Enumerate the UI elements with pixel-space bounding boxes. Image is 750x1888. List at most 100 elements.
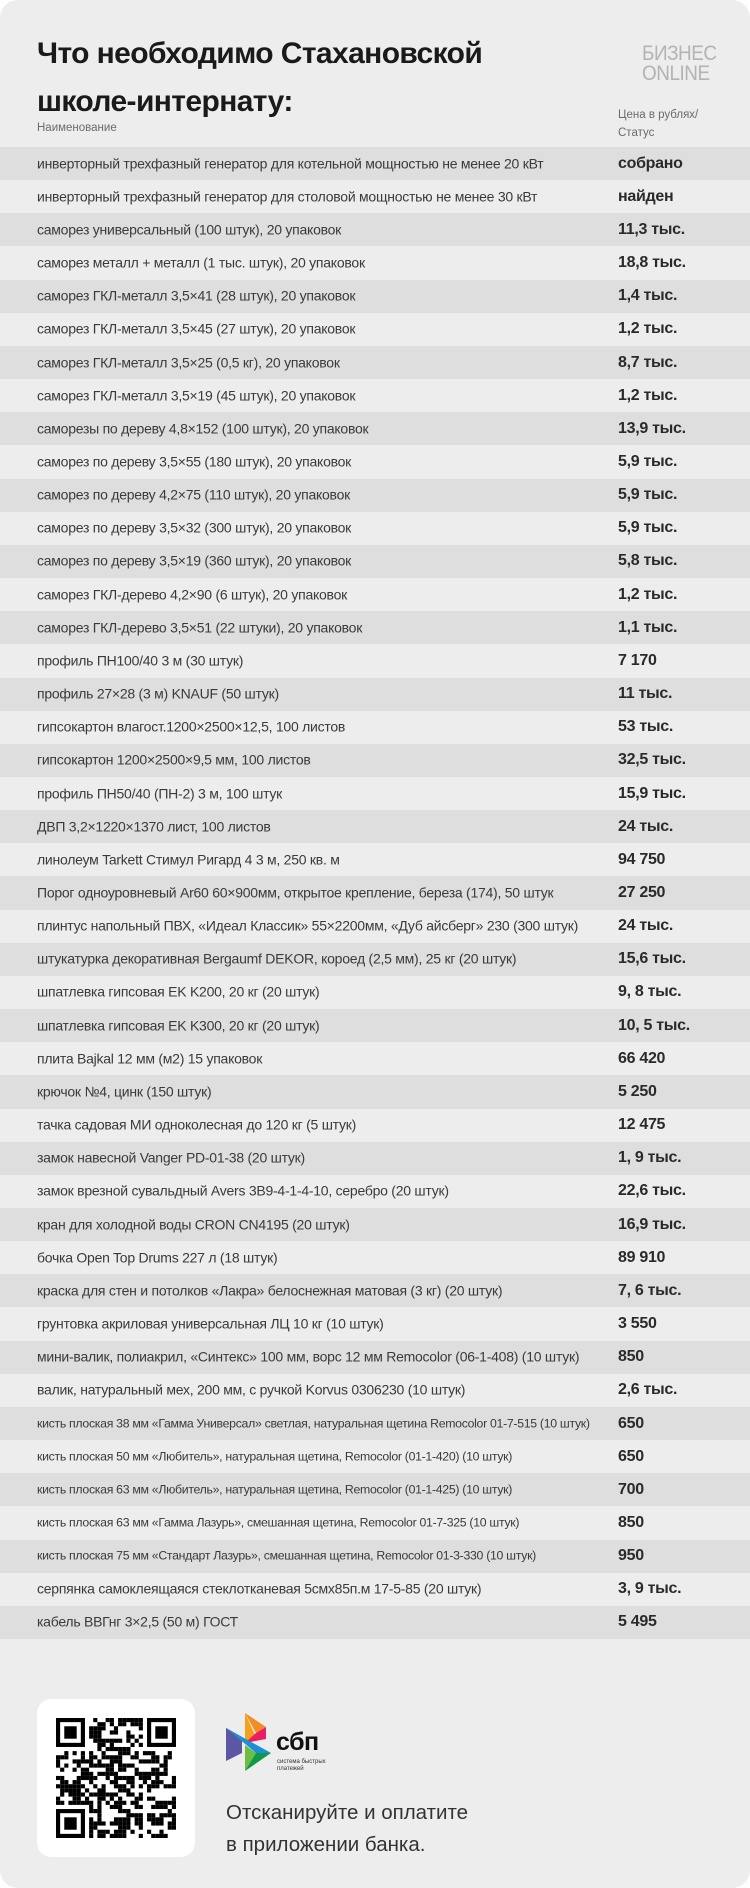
- table-row: саморез универсальный (100 штук), 20 упа…: [0, 213, 750, 247]
- item-price: 950: [618, 1547, 644, 1565]
- table-row: серпянка самоклеящаяся стеклотканевая 5с…: [0, 1573, 750, 1606]
- table-row: мини-валик, полиакрил, «Синтекс» 100 мм,…: [0, 1340, 750, 1374]
- scan-line-1: Отсканируйте и оплатите: [226, 1801, 469, 1824]
- item-name: кисть плоская 50 мм «Любитель», натураль…: [37, 1448, 513, 1463]
- table-row: профиль 27×28 (3 м) KNAUF (50 штук) 11 ты…: [0, 677, 750, 711]
- item-price: 53 тыс.: [618, 718, 673, 736]
- item-name: профиль ПН100/40 3 м (30 штук): [37, 652, 244, 669]
- item-price: 3 550: [618, 1315, 657, 1333]
- page-title: Что необходимо Стахановской школе-интерн…: [37, 30, 483, 126]
- table-row: кабель ВВГнг 3×2,5 (50 м) ГОСТ 5 495: [0, 1605, 750, 1640]
- item-name: грунтовка акриловая универсальная ЛЦ 10 …: [37, 1315, 384, 1332]
- item-price: собрано: [618, 154, 683, 172]
- item-price: 5,9 тыс.: [618, 452, 678, 470]
- item-name: кисть плоская 63 мм «Гамма Лазурь», смеш…: [37, 1515, 520, 1530]
- item-price: 66 420: [618, 1049, 666, 1067]
- column-header-price-line-1: Цена в рублях/: [618, 109, 699, 121]
- table-row: шпатлевка гипсовая EK K200, 20 кг (20 шт…: [0, 976, 750, 1009]
- item-name: саморез по дереву 4,2×75 (110 штук), 20 …: [37, 486, 351, 503]
- sbp-subtitle: система быстрых платежей: [277, 1759, 326, 1772]
- item-price: 7 170: [618, 651, 657, 669]
- item-price: найден: [618, 187, 674, 205]
- item-name: кран для холодной воды CRON CN4195 (20 ш…: [37, 1216, 350, 1233]
- item-name: мини-валик, полиакрил, «Синтекс» 100 мм,…: [37, 1348, 580, 1365]
- item-name: серпянка самоклеящаяся стеклотканевая 5с…: [37, 1580, 482, 1597]
- column-header-name: Наименование: [37, 122, 117, 134]
- table-row: кисть плоская 63 мм «Гамма Лазурь», смеш…: [0, 1506, 750, 1539]
- item-price: 650: [618, 1414, 644, 1432]
- table-row: замок врезной сувальдный Avers 3В9-4-1-4…: [0, 1175, 750, 1208]
- scan-line-2: в приложении банка.: [226, 1833, 426, 1856]
- item-name: гипсокартон 1200×2500×9,5 мм, 100 листов: [37, 751, 311, 768]
- column-header-price: Цена в рублях/ Статус: [618, 106, 698, 142]
- item-price: 24 тыс.: [618, 917, 673, 935]
- item-name: кабель ВВГнг 3×2,5 (50 м) ГОСТ: [37, 1613, 238, 1630]
- column-header-price-line-2: Статус: [618, 127, 655, 139]
- item-price: 3, 9 тыс.: [618, 1580, 682, 1598]
- item-name: саморез ГКЛ-металл 3,5×41 (28 штук), 20 …: [37, 287, 356, 304]
- qr-code-icon[interactable]: [56, 1718, 176, 1838]
- item-name: замок врезной сувальдный Avers 3В9-4-1-4…: [37, 1182, 449, 1199]
- table-row: кисть плоская 50 мм «Любитель», натураль…: [0, 1440, 750, 1473]
- item-price: 18,8 тыс.: [618, 254, 686, 272]
- sbp-name: сбп: [276, 1728, 319, 1756]
- item-name: тачка садовая МИ одноколесная до 120 кг …: [37, 1116, 357, 1133]
- table-row: саморез ГКЛ-металл 3,5×41 (28 штук), 20 …: [0, 279, 750, 313]
- item-name: кисть плоская 38 мм «Гамма Универсал» св…: [37, 1415, 590, 1430]
- item-price: 5,9 тыс.: [618, 519, 678, 537]
- table-row: плинтус напольный ПВХ, «Идеал Классик» 5…: [0, 910, 750, 943]
- item-name: гипсокартон влагост.1200×2500×12,5, 100 …: [37, 718, 346, 735]
- item-name: саморез по дереву 3,5×32 (300 штук), 20 …: [37, 519, 352, 536]
- table-row: гипсокартон 1200×2500×9,5 мм, 100 листов…: [0, 743, 750, 777]
- table-row: саморезы по дереву 4,8×152 (100 штук), 2…: [0, 412, 750, 446]
- item-name: саморез металл + металл (1 тыс. штук), 2…: [37, 254, 365, 271]
- item-name: крючок №4, цинк (150 штук): [37, 1083, 212, 1100]
- table-row: грунтовка акриловая универсальная ЛЦ 10 …: [0, 1307, 750, 1340]
- item-price: 15,6 тыс.: [618, 950, 686, 968]
- table-row: тачка садовая МИ одноколесная до 120 кг …: [0, 1109, 750, 1142]
- table-row: саморез ГКЛ-металл 3,5×25 (0,5 кг), 20 у…: [0, 345, 750, 380]
- table-row: кисть плоская 38 мм «Гамма Универсал» св…: [0, 1406, 750, 1441]
- item-price: 11,3 тыс.: [618, 220, 685, 238]
- item-name: шпатлевка гипсовая EK K300, 20 кг (20 шт…: [37, 1017, 320, 1034]
- item-name: шпатлевка гипсовая EK K200, 20 кг (20 шт…: [37, 983, 320, 1000]
- title-line-1: Что необходимо Стахановской: [37, 37, 483, 70]
- title-line-2: школе-интернату:: [37, 85, 293, 118]
- table-row: саморез по дереву 3,5×55 (180 штук), 20 …: [0, 445, 750, 478]
- item-price: 10, 5 тыс.: [618, 1016, 690, 1034]
- item-price: 16,9 тыс.: [618, 1215, 686, 1233]
- item-price: 22,6 тыс.: [618, 1182, 686, 1200]
- table-row: инверторный трехфазный генератор для сто…: [0, 180, 750, 213]
- item-name: краска для стен и потолков «Лакра» белос…: [37, 1282, 503, 1299]
- item-price: 650: [618, 1447, 644, 1465]
- item-name: саморез универсальный (100 штук), 20 упа…: [37, 221, 342, 238]
- item-name: саморез ГКЛ-металл 3,5×19 (45 штук), 20 …: [37, 387, 356, 404]
- item-price: 15,9 тыс.: [618, 784, 686, 802]
- item-name: саморез ГКЛ-дерево 4,2×90 (6 штук), 20 у…: [37, 586, 347, 603]
- item-price: 5 495: [618, 1613, 657, 1631]
- item-price: 12 475: [618, 1116, 666, 1134]
- item-name: кисть плоская 63 мм «Любитель», натураль…: [37, 1482, 513, 1497]
- table-row: плита Bajkal 12 мм (м2) 15 упаковок 66 42…: [0, 1042, 750, 1075]
- table-row: саморез по дереву 3,5×32 (300 штук), 20 …: [0, 512, 750, 545]
- item-price: 1,2 тыс.: [618, 320, 678, 338]
- item-price: 24 тыс.: [618, 817, 673, 835]
- item-price: 1,2 тыс.: [618, 386, 678, 404]
- item-price: 850: [618, 1513, 644, 1531]
- item-price: 850: [618, 1348, 644, 1366]
- item-name: линолеум Tarkett Стимул Ригард 4 3 м, 25…: [37, 851, 340, 868]
- item-price: 5,9 тыс.: [618, 486, 678, 504]
- item-name: валик, натуральный мех, 200 мм, с ручкой…: [37, 1381, 466, 1398]
- table-row: инверторный трехфазный генератор для кот…: [0, 147, 750, 181]
- item-name: Порог одноуровневый Ar60 60×900мм, откры…: [37, 884, 554, 901]
- item-name: саморез по дереву 3,5×55 (180 штук), 20 …: [37, 453, 352, 470]
- item-name: профиль 27×28 (3 м) KNAUF (50 штук): [37, 685, 279, 702]
- item-name: саморезы по дереву 4,8×152 (100 штук), 2…: [37, 420, 369, 437]
- table-row: ДВП 3,2×1220×1370 лист, 100 листов 24 тыс…: [0, 810, 750, 844]
- table-row: шпатлевка гипсовая EK K300, 20 кг (20 шт…: [0, 1009, 750, 1043]
- item-price: 1,1 тыс.: [618, 618, 678, 636]
- table-row: саморез по дереву 4,2×75 (110 штук), 20 …: [0, 478, 750, 512]
- table-row: бочка Open Top Drums 227 л (18 штук) 89 9…: [0, 1241, 750, 1274]
- item-name: инверторный трехфазный генератор для кот…: [37, 155, 544, 172]
- table-row: кран для холодной воды CRON CN4195 (20 ш…: [0, 1208, 750, 1242]
